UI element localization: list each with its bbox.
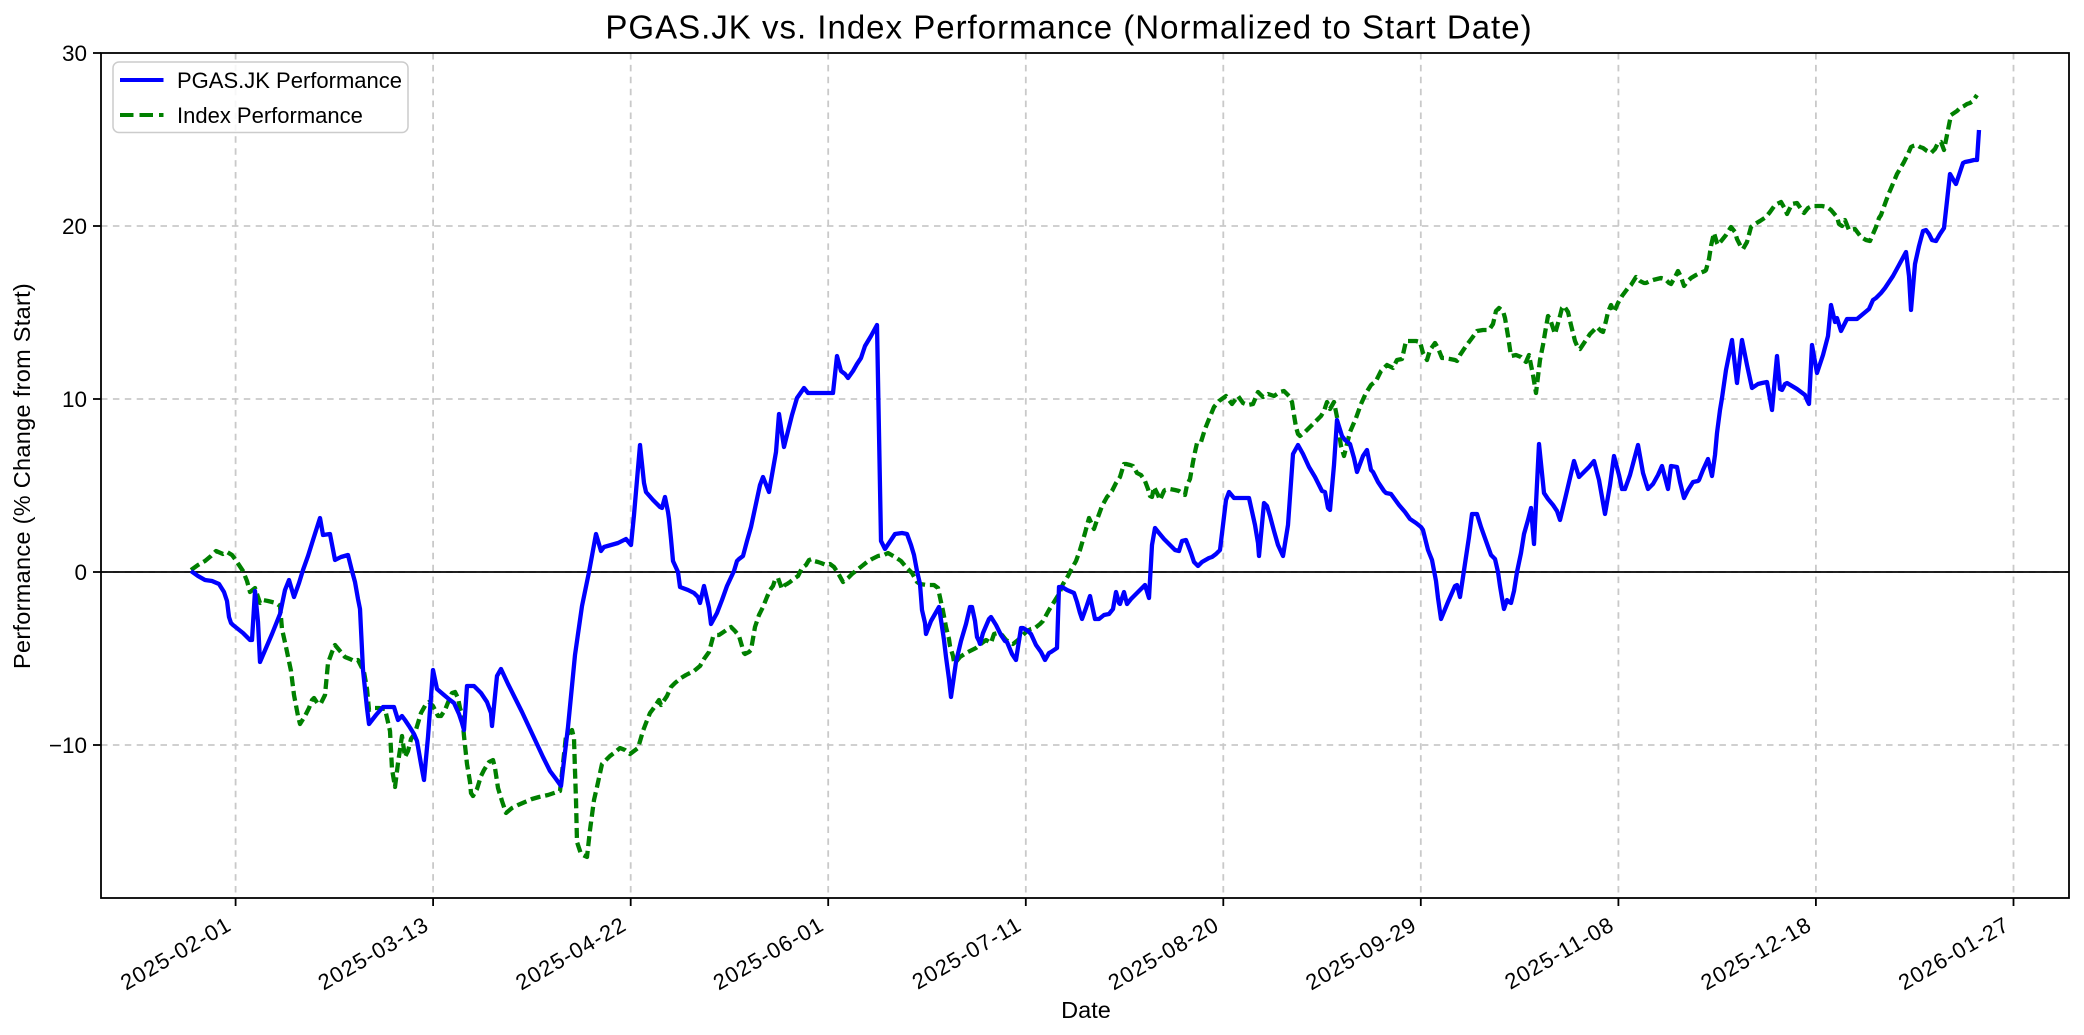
- svg-text:Date: Date: [1061, 997, 1111, 1023]
- svg-text:PGAS.JK Performance: PGAS.JK Performance: [177, 68, 402, 93]
- svg-text:PGAS.JK vs. Index Performance: PGAS.JK vs. Index Performance (Normalize…: [605, 9, 1532, 46]
- svg-text:30: 30: [62, 41, 87, 66]
- svg-text:Index Performance: Index Performance: [177, 103, 363, 128]
- svg-text:10: 10: [62, 387, 87, 412]
- svg-text:−10: −10: [49, 733, 87, 758]
- svg-text:Performance (% Change from Sta: Performance (% Change from Start): [9, 283, 35, 669]
- svg-text:0: 0: [74, 560, 87, 585]
- svg-text:20: 20: [62, 214, 87, 239]
